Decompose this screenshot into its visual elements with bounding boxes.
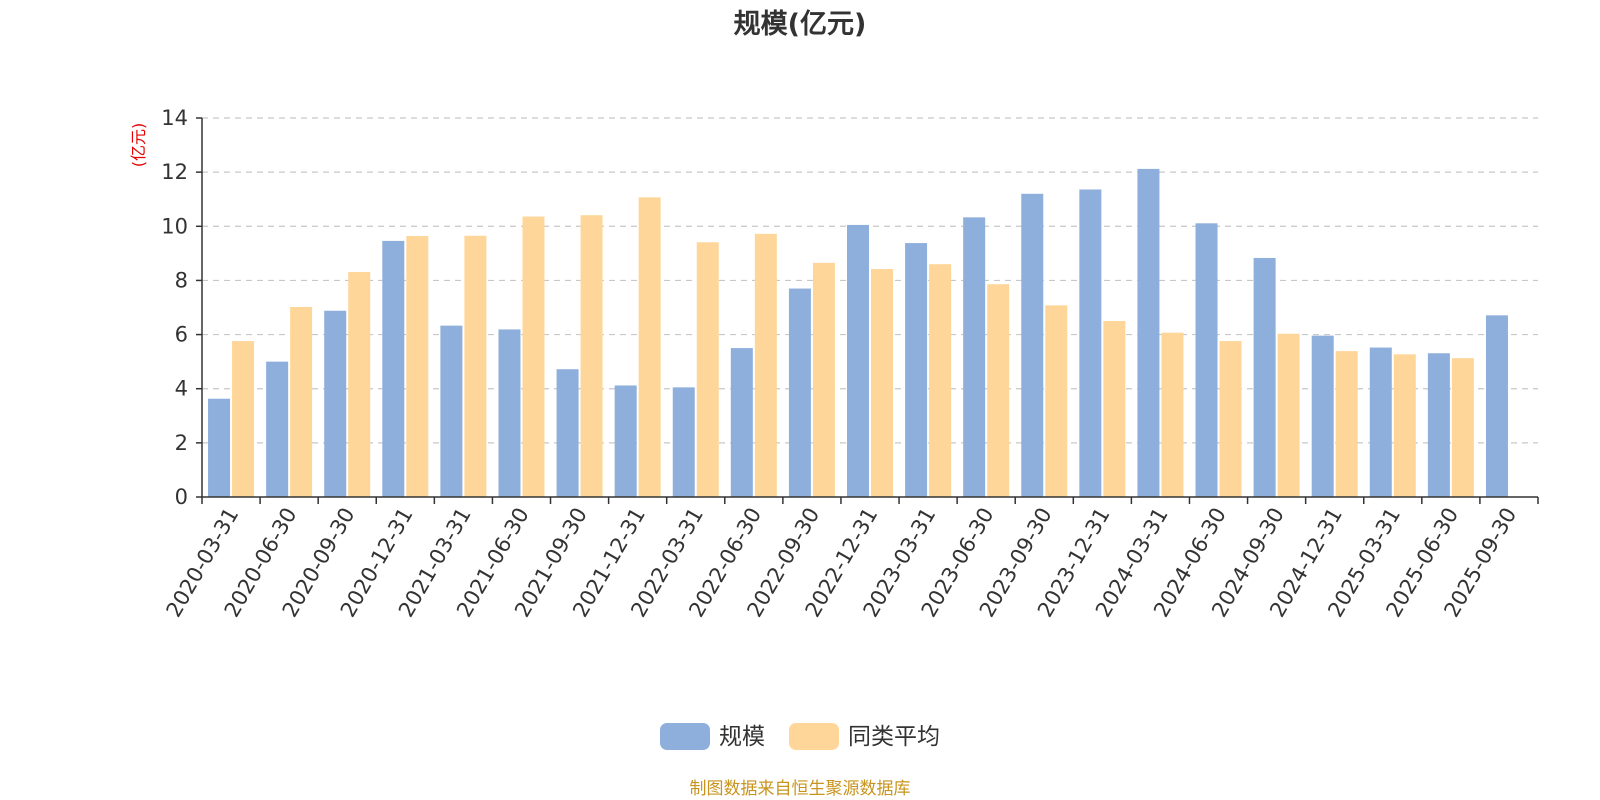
y-tick-label: 10 xyxy=(161,214,188,238)
bar-peer-average[interactable] xyxy=(987,284,1010,497)
y-axis-label: (亿元) xyxy=(129,123,148,168)
bar-peer-average[interactable] xyxy=(1277,333,1300,497)
bar-scale[interactable] xyxy=(266,361,289,497)
bar-scale[interactable] xyxy=(1311,335,1334,497)
bar-scale[interactable] xyxy=(1195,223,1218,497)
bar-scale[interactable] xyxy=(208,398,231,497)
bar-scale[interactable] xyxy=(382,240,405,497)
bar-peer-average[interactable] xyxy=(696,242,719,497)
bar-peer-average[interactable] xyxy=(464,235,487,497)
legend-label-scale[interactable]: 规模 xyxy=(719,724,765,750)
y-tick-label: 2 xyxy=(175,431,188,455)
bar-scale[interactable] xyxy=(672,387,695,497)
bar-scale[interactable] xyxy=(1369,347,1392,497)
y-tick-label: 12 xyxy=(161,160,188,184)
bar-scale[interactable] xyxy=(847,224,869,498)
bar-peer-average[interactable] xyxy=(580,215,603,497)
bar-scale[interactable] xyxy=(1137,168,1160,497)
y-tick-label: 14 xyxy=(161,106,188,130)
y-tick-label: 8 xyxy=(175,268,188,292)
bar-peer-average[interactable] xyxy=(1161,332,1184,497)
bar-peer-average[interactable] xyxy=(1335,351,1358,497)
legend-swatch-peer-average[interactable] xyxy=(789,723,839,750)
legend[interactable]: 规模 同类平均 xyxy=(660,723,940,750)
y-tick-label: 0 xyxy=(175,485,188,509)
bar-peer-average[interactable] xyxy=(522,216,545,498)
bar-peer-average[interactable] xyxy=(929,264,952,497)
bar-scale[interactable] xyxy=(905,243,928,497)
bar-scale[interactable] xyxy=(963,217,986,497)
bar-scale[interactable] xyxy=(498,329,521,497)
bar-scale[interactable] xyxy=(614,385,637,497)
data-source-note: 制图数据来自恒生聚源数据库 xyxy=(690,779,911,799)
bar-peer-average[interactable] xyxy=(871,269,893,497)
bar-peer-average[interactable] xyxy=(290,306,313,497)
bar-scale[interactable] xyxy=(324,310,347,497)
y-tick-label: 4 xyxy=(175,377,188,401)
legend-label-peer-average[interactable]: 同类平均 xyxy=(848,724,940,750)
bar-peer-average[interactable] xyxy=(1451,358,1474,497)
bar-scale[interactable] xyxy=(730,348,753,497)
bar-peer-average[interactable] xyxy=(754,233,777,497)
bar-peer-average[interactable] xyxy=(1103,321,1126,497)
bar-scale[interactable] xyxy=(440,325,463,497)
bar-peer-average[interactable] xyxy=(638,197,661,498)
legend-swatch-scale[interactable] xyxy=(660,723,710,750)
bar-peer-average[interactable] xyxy=(1045,305,1068,497)
bar-peer-average[interactable] xyxy=(406,236,429,497)
bar-scale[interactable] xyxy=(788,288,811,497)
bar-scale[interactable] xyxy=(1253,257,1276,497)
bars xyxy=(208,168,1508,498)
bar-scale[interactable] xyxy=(1079,189,1102,497)
y-tick-label: 6 xyxy=(175,323,188,347)
bar-scale[interactable] xyxy=(1485,315,1508,497)
bar-peer-average[interactable] xyxy=(1393,354,1416,497)
bar-scale[interactable] xyxy=(1427,353,1450,497)
bar-peer-average[interactable] xyxy=(348,272,371,497)
bar-peer-average[interactable] xyxy=(1219,341,1242,497)
bar-peer-average[interactable] xyxy=(812,262,835,497)
chart-title: 规模(亿元) xyxy=(734,9,867,40)
bar-peer-average[interactable] xyxy=(232,341,255,497)
bar-scale[interactable] xyxy=(1021,193,1044,498)
bar-scale[interactable] xyxy=(556,369,579,497)
